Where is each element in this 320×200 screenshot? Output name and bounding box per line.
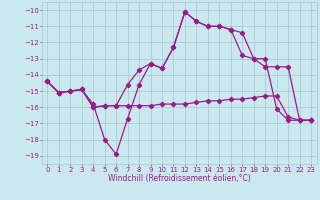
X-axis label: Windchill (Refroidissement éolien,°C): Windchill (Refroidissement éolien,°C) [108,174,251,183]
